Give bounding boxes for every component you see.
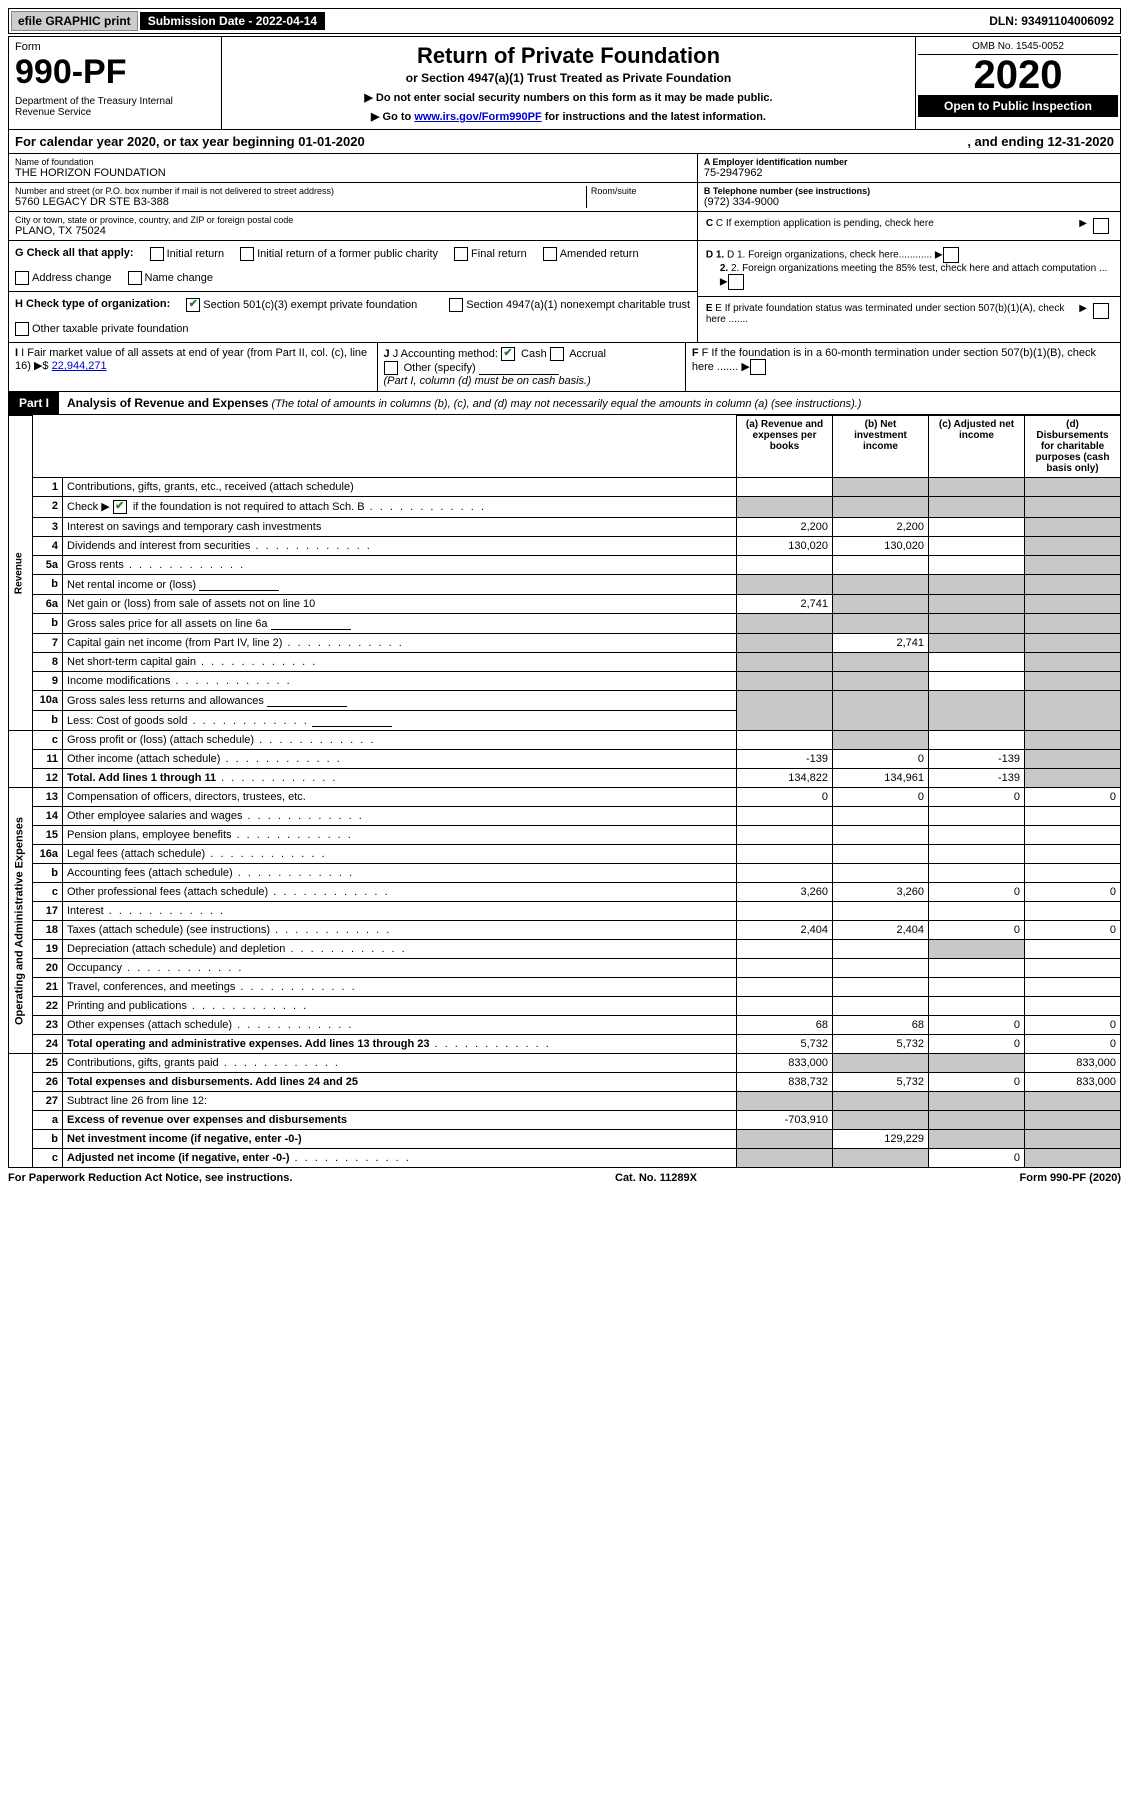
checkbox-initial-former[interactable] bbox=[240, 247, 254, 261]
row-1: 1Contributions, gifts, grants, etc., rec… bbox=[9, 478, 1121, 497]
checkbox-schb[interactable]: ✔ bbox=[113, 500, 127, 514]
row-10a: 10aGross sales less returns and allowanc… bbox=[9, 691, 1121, 711]
city-cell: City or town, state or province, country… bbox=[9, 212, 697, 241]
d-check: D 1. D 1. Foreign organizations, check h… bbox=[698, 241, 1120, 297]
instruction-1: ▶ Do not enter social security numbers o… bbox=[230, 91, 907, 104]
address-cell: Number and street (or P.O. box number if… bbox=[9, 183, 697, 212]
col-b-header: (b) Net investment income bbox=[833, 416, 929, 478]
col-c-header: (c) Adjusted net income bbox=[929, 416, 1025, 478]
expenses-section-label: Operating and Administrative Expenses bbox=[9, 788, 33, 1054]
row-9: 9Income modifications bbox=[9, 672, 1121, 691]
part1-table: Revenue (a) Revenue and expenses per boo… bbox=[8, 415, 1121, 1168]
part1-header: Part I Analysis of Revenue and Expenses … bbox=[8, 392, 1121, 415]
form-ref: Form 990-PF (2020) bbox=[1020, 1172, 1121, 1184]
row-19: 19Depreciation (attach schedule) and dep… bbox=[9, 940, 1121, 959]
top-bar: efile GRAPHIC print Submission Date - 20… bbox=[8, 8, 1121, 34]
g-check-row: G Check all that apply: Initial return I… bbox=[9, 241, 697, 292]
paperwork-notice: For Paperwork Reduction Act Notice, see … bbox=[8, 1172, 292, 1184]
fmv-amount[interactable]: 22,944,271 bbox=[52, 360, 107, 372]
row-14: 14Other employee salaries and wages bbox=[9, 807, 1121, 826]
row-12: 12Total. Add lines 1 through 11134,82213… bbox=[9, 769, 1121, 788]
row-22: 22Printing and publications bbox=[9, 997, 1121, 1016]
row-4: 4Dividends and interest from securities1… bbox=[9, 537, 1121, 556]
telephone-cell: B Telephone number (see instructions) (9… bbox=[698, 183, 1120, 212]
row-7: 7Capital gain net income (from Part IV, … bbox=[9, 634, 1121, 653]
checkbox-c[interactable] bbox=[1093, 218, 1109, 234]
row-11: 11Other income (attach schedule)-1390-13… bbox=[9, 750, 1121, 769]
row-6b: bGross sales price for all assets on lin… bbox=[9, 614, 1121, 634]
entity-info: Name of foundation THE HORIZON FOUNDATIO… bbox=[8, 154, 1121, 343]
row-17: 17Interest bbox=[9, 902, 1121, 921]
checkbox-initial[interactable] bbox=[150, 247, 164, 261]
row-27a: aExcess of revenue over expenses and dis… bbox=[9, 1111, 1121, 1130]
foundation-name-cell: Name of foundation THE HORIZON FOUNDATIO… bbox=[9, 154, 697, 183]
fmv-row: I I Fair market value of all assets at e… bbox=[8, 343, 1121, 392]
instruction-2: ▶ Go to www.irs.gov/Form990PF for instru… bbox=[230, 110, 907, 123]
c-check: C C If exemption application is pending,… bbox=[698, 212, 1120, 241]
checkbox-address[interactable] bbox=[15, 271, 29, 285]
checkbox-4947[interactable] bbox=[449, 298, 463, 312]
row-10c: cGross profit or (loss) (attach schedule… bbox=[9, 731, 1121, 750]
form-header: Form 990-PF Department of the Treasury I… bbox=[8, 36, 1121, 130]
dept-treasury: Department of the Treasury Internal Reve… bbox=[15, 96, 215, 118]
checkbox-d2[interactable] bbox=[728, 274, 744, 290]
page-footer: For Paperwork Reduction Act Notice, see … bbox=[8, 1168, 1121, 1184]
row-8: 8Net short-term capital gain bbox=[9, 653, 1121, 672]
form-number: 990-PF bbox=[15, 53, 215, 92]
h-check-row: H Check type of organization: ✔Section 5… bbox=[9, 292, 697, 342]
row-16a: 16aLegal fees (attach schedule) bbox=[9, 845, 1121, 864]
row-27c: cAdjusted net income (if negative, enter… bbox=[9, 1149, 1121, 1168]
irs-link[interactable]: www.irs.gov/Form990PF bbox=[414, 111, 541, 123]
checkbox-name[interactable] bbox=[128, 271, 142, 285]
row-21: 21Travel, conferences, and meetings bbox=[9, 978, 1121, 997]
checkbox-amended[interactable] bbox=[543, 247, 557, 261]
calendar-year-row: For calendar year 2020, or tax year begi… bbox=[8, 130, 1121, 154]
row-26: 26Total expenses and disbursements. Add … bbox=[9, 1073, 1121, 1092]
efile-print-button[interactable]: efile GRAPHIC print bbox=[11, 11, 138, 31]
row-15: 15Pension plans, employee benefits bbox=[9, 826, 1121, 845]
checkbox-e[interactable] bbox=[1093, 303, 1109, 319]
row-5b: bNet rental income or (loss) bbox=[9, 575, 1121, 595]
row-18: 18Taxes (attach schedule) (see instructi… bbox=[9, 921, 1121, 940]
checkbox-accrual[interactable] bbox=[550, 347, 564, 361]
revenue-section-label: Revenue bbox=[9, 416, 33, 731]
ein-cell: A Employer identification number 75-2947… bbox=[698, 154, 1120, 183]
checkbox-d1[interactable] bbox=[943, 247, 959, 263]
row-2: 2Check ▶ ✔ if the foundation is not requ… bbox=[9, 497, 1121, 518]
col-d-header: (d) Disbursements for charitable purpose… bbox=[1025, 416, 1121, 478]
checkbox-cash[interactable]: ✔ bbox=[501, 347, 515, 361]
row-27: 27Subtract line 26 from line 12: bbox=[9, 1092, 1121, 1111]
row-6a: 6aNet gain or (loss) from sale of assets… bbox=[9, 595, 1121, 614]
checkbox-501c3[interactable]: ✔ bbox=[186, 298, 200, 312]
form-title: Return of Private Foundation bbox=[230, 43, 907, 69]
form-label: Form bbox=[15, 41, 215, 53]
row-3: 3Interest on savings and temporary cash … bbox=[9, 518, 1121, 537]
checkbox-final[interactable] bbox=[454, 247, 468, 261]
row-13: Operating and Administrative Expenses13C… bbox=[9, 788, 1121, 807]
row-16c: cOther professional fees (attach schedul… bbox=[9, 883, 1121, 902]
e-check: E E If private foundation status was ter… bbox=[698, 297, 1120, 331]
tax-year: 2020 bbox=[918, 55, 1118, 95]
checkbox-other-acct[interactable] bbox=[384, 361, 398, 375]
checkbox-other-tax[interactable] bbox=[15, 322, 29, 336]
checkbox-f[interactable] bbox=[750, 359, 766, 375]
open-to-public: Open to Public Inspection bbox=[918, 95, 1118, 117]
row-23: 23Other expenses (attach schedule)686800 bbox=[9, 1016, 1121, 1035]
cat-no: Cat. No. 11289X bbox=[615, 1172, 697, 1184]
col-a-header: (a) Revenue and expenses per books bbox=[737, 416, 833, 478]
form-subtitle: or Section 4947(a)(1) Trust Treated as P… bbox=[230, 71, 907, 85]
row-20: 20Occupancy bbox=[9, 959, 1121, 978]
row-16b: bAccounting fees (attach schedule) bbox=[9, 864, 1121, 883]
row-24: 24Total operating and administrative exp… bbox=[9, 1035, 1121, 1054]
row-25: 25Contributions, gifts, grants paid833,0… bbox=[9, 1054, 1121, 1073]
row-27b: bNet investment income (if negative, ent… bbox=[9, 1130, 1121, 1149]
row-5a: 5aGross rents bbox=[9, 556, 1121, 575]
dln: DLN: 93491104006092 bbox=[989, 14, 1120, 28]
submission-date: Submission Date - 2022-04-14 bbox=[140, 12, 325, 30]
